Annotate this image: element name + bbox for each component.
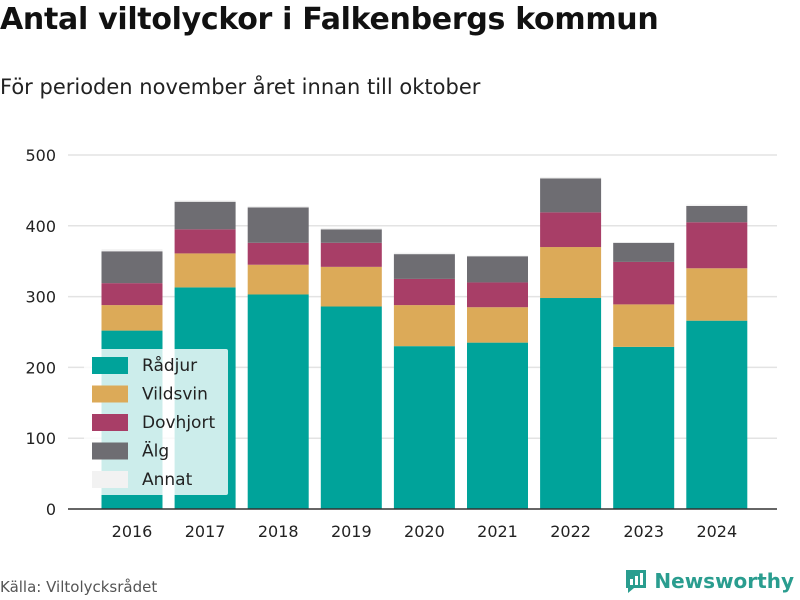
bar-segment: [540, 247, 602, 299]
newsworthy-brand: Newsworthy: [624, 568, 794, 594]
legend-label: Älg: [142, 441, 169, 462]
bar-segment: [467, 255, 528, 257]
bar-segment: [101, 251, 163, 284]
bar-segment: [393, 252, 455, 255]
x-tick-label: 2016: [112, 522, 153, 541]
bar-segment: [686, 205, 748, 223]
bar-segment: [613, 242, 675, 262]
y-tick-label: 100: [25, 429, 56, 448]
legend-label: Annat: [142, 470, 193, 490]
bar-segment: [247, 264, 309, 295]
bar-segment: [247, 205, 309, 208]
bar-segment: [686, 320, 748, 509]
y-tick-label: 500: [25, 146, 56, 165]
bar-segment: [467, 256, 528, 283]
bar-segment: [393, 278, 455, 306]
legend-swatch: [92, 357, 128, 374]
bar-segment: [467, 307, 528, 343]
x-tick-label: 2020: [404, 522, 445, 541]
y-tick-label: 400: [25, 217, 56, 236]
brand-name: Newsworthy: [654, 569, 794, 593]
legend-label: Dovhjort: [142, 413, 215, 433]
bar-segment: [174, 200, 236, 202]
bar-segment: [393, 346, 455, 509]
chart-subtitle: För perioden november året innan till ok…: [0, 75, 481, 99]
bar-segment: [320, 229, 382, 243]
bar-segment: [467, 282, 528, 308]
newsworthy-logo-icon: [626, 570, 647, 593]
bar-segment: [686, 204, 748, 206]
bar-segment: [540, 176, 602, 179]
bar-segment: [174, 253, 236, 288]
x-tick-label: 2024: [696, 522, 737, 541]
bar-segment: [613, 304, 675, 347]
bar-segment: [247, 294, 309, 509]
bar-segment: [101, 305, 163, 331]
bar-segment: [686, 222, 748, 269]
bar-segment: [174, 229, 236, 254]
bar-segment: [320, 227, 382, 230]
x-tick-label: 2021: [477, 522, 518, 541]
x-tick-label: 2022: [550, 522, 591, 541]
legend-label: Vildsvin: [142, 385, 208, 405]
bar-segment: [320, 306, 382, 509]
x-tick-label: 2018: [258, 522, 299, 541]
bar-segment: [247, 207, 309, 243]
y-tick-label: 200: [25, 358, 56, 377]
bar-segment: [247, 242, 309, 265]
x-tick-label: 2023: [623, 522, 664, 541]
legend-swatch: [92, 385, 128, 403]
bar-segment: [320, 266, 382, 307]
legend-swatch: [92, 442, 128, 460]
y-tick-label: 0: [46, 500, 56, 519]
bar-segment: [467, 342, 528, 509]
bar-segment: [393, 305, 455, 347]
bar-segment: [613, 242, 675, 243]
bar-segment: [540, 178, 602, 213]
bar-segment: [393, 254, 455, 279]
bar-segment: [540, 298, 602, 509]
y-tick-label: 300: [25, 288, 56, 307]
legend-swatch: [92, 471, 128, 488]
bar-segment: [540, 212, 602, 248]
source-note: Källa: Viltolycksrådet: [0, 578, 158, 596]
bar-segment: [101, 249, 163, 252]
bar-segment: [174, 201, 236, 230]
bar-segment: [686, 268, 748, 321]
bar-segment: [320, 242, 382, 267]
chart-title: Antal viltolyckor i Falkenbergs kommun: [0, 2, 659, 37]
bar-segment: [101, 283, 163, 306]
legend-label: Rådjur: [142, 355, 197, 376]
x-tick-label: 2017: [185, 522, 226, 541]
legend-swatch: [92, 414, 128, 431]
bar-segment: [613, 261, 675, 305]
bar-segment: [613, 346, 675, 509]
x-tick-label: 2019: [331, 522, 372, 541]
